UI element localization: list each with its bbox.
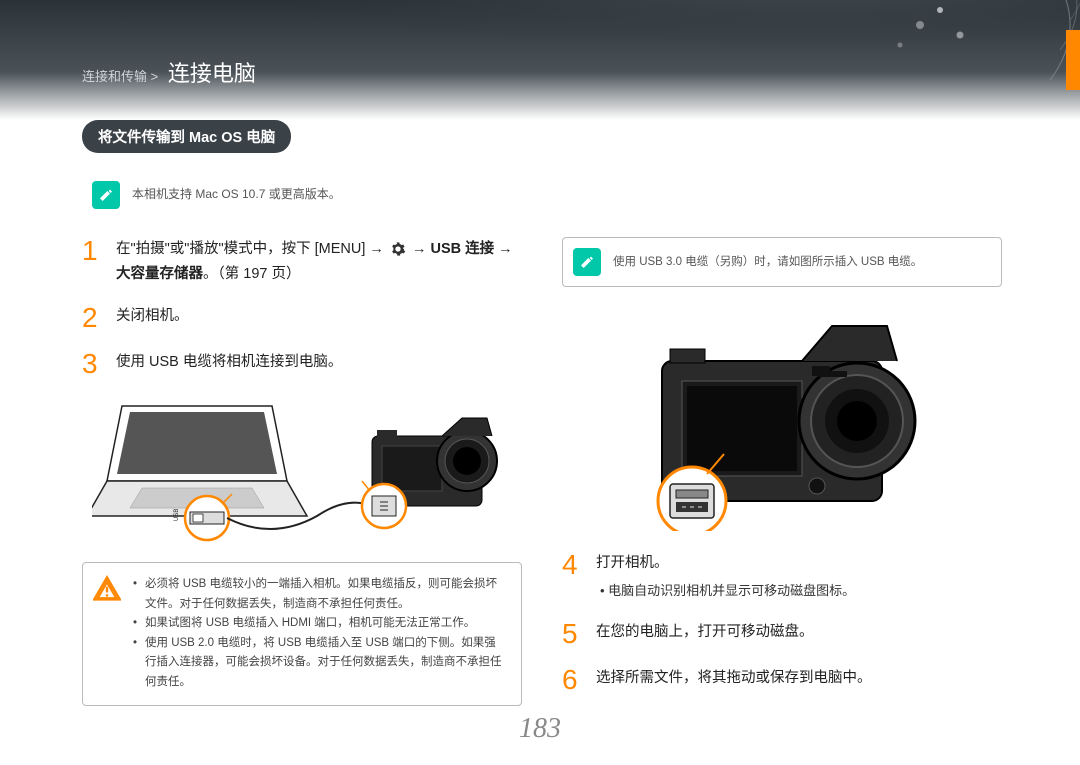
pen-icon <box>573 248 601 276</box>
note-support-text: 本相机支持 Mac OS 10.7 或更高版本。 <box>132 181 341 204</box>
note-usb3-text: 使用 USB 3.0 电缆（另购）时，请如图所示插入 USB 电缆。 <box>613 253 922 271</box>
step-1: 1 在"拍摄"或"播放"模式中，按下 [MENU] → → USB 连接 → 大… <box>82 237 522 286</box>
warning-icon <box>93 575 121 692</box>
step-body: 在"拍摄"或"播放"模式中，按下 [MENU] → → USB 连接 → 大容量… <box>116 237 522 286</box>
warning-box: 必须将 USB 电缆较小的一端插入相机。如果电缆插反，则可能会损坏文件。对于任何… <box>82 562 522 705</box>
warning-item: 如果试图将 USB 电缆插入 HDMI 端口，相机可能无法正常工作。 <box>133 614 507 634</box>
step-number: 6 <box>562 666 582 694</box>
step-body: 打开相机。 • 电脑自动识别相机并显示可移动磁盘图标。 <box>596 551 855 602</box>
content: 将文件传输到 Mac OS 电脑 本相机支持 Mac OS 10.7 或更高版本… <box>82 120 1002 712</box>
note-support: 本相机支持 Mac OS 10.7 或更高版本。 <box>92 181 1002 209</box>
svg-text:USB: USB <box>174 509 180 521</box>
breadcrumb-prefix: 连接和传输 > <box>82 69 158 84</box>
step-number: 1 <box>82 237 102 265</box>
page: 连接和传输 > 连接电脑 将文件传输到 Mac OS 电脑 本相机支持 Mac … <box>0 0 1080 765</box>
step-number: 3 <box>82 350 102 378</box>
step-body: 在您的电脑上，打开可移动磁盘。 <box>596 620 814 645</box>
section-heading: 将文件传输到 Mac OS 电脑 <box>82 120 291 153</box>
column-left: 1 在"拍摄"或"播放"模式中，按下 [MENU] → → USB 连接 → 大… <box>82 237 522 712</box>
illustration-usb-connection: USB <box>92 396 522 546</box>
warning-item: 必须将 USB 电缆较小的一端插入相机。如果电缆插反，则可能会损坏文件。对于任何… <box>133 575 507 614</box>
page-title: 连接电脑 <box>168 61 256 86</box>
illustration-camera-usb <box>632 301 932 531</box>
step-number: 5 <box>562 620 582 648</box>
pen-icon <box>92 181 120 209</box>
step-2: 2 关闭相机。 <box>82 304 522 332</box>
step-body: 使用 USB 电缆将相机连接到电脑。 <box>116 350 342 375</box>
step-6: 6 选择所需文件，将其拖动或保存到电脑中。 <box>562 666 1002 694</box>
breadcrumb: 连接和传输 > 连接电脑 <box>82 56 256 88</box>
column-right: 使用 USB 3.0 电缆（另购）时，请如图所示插入 USB 电缆。 <box>562 237 1002 712</box>
page-number: 183 <box>0 713 1080 745</box>
side-tab <box>1066 30 1080 90</box>
step-3: 3 使用 USB 电缆将相机连接到电脑。 <box>82 350 522 378</box>
step-body: 关闭相机。 <box>116 304 189 329</box>
step-4: 4 打开相机。 • 电脑自动识别相机并显示可移动磁盘图标。 <box>562 551 1002 602</box>
warning-list: 必须将 USB 电缆较小的一端插入相机。如果电缆插反，则可能会损坏文件。对于任何… <box>133 575 507 692</box>
step-number: 4 <box>562 551 582 579</box>
step-substep: • 电脑自动识别相机并显示可移动磁盘图标。 <box>600 580 855 602</box>
warning-item: 使用 USB 2.0 电缆时，将 USB 电缆插入至 USB 端口的下侧。如果强… <box>133 634 507 693</box>
note-usb3: 使用 USB 3.0 电缆（另购）时，请如图所示插入 USB 电缆。 <box>562 237 1002 287</box>
step-number: 2 <box>82 304 102 332</box>
step-body: 选择所需文件，将其拖动或保存到电脑中。 <box>596 666 872 691</box>
gear-icon <box>390 241 406 257</box>
step-5: 5 在您的电脑上，打开可移动磁盘。 <box>562 620 1002 648</box>
